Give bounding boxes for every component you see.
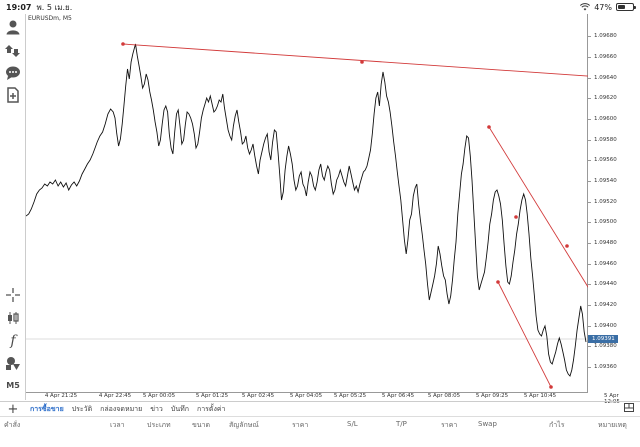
time-label: 5 Apr 01:25 [195, 393, 229, 399]
trendlines-overlay [121, 42, 588, 389]
battery-percent: 47% [594, 2, 612, 12]
price-label: 1.09480 [594, 240, 617, 246]
col-swap[interactable]: Swap [478, 420, 497, 428]
battery-icon [616, 3, 636, 11]
col-volume[interactable]: ขนาด [192, 421, 211, 429]
time-label: 5 Apr 06:45 [381, 393, 415, 399]
col-symbol[interactable]: สัญลักษณ์ [229, 421, 259, 429]
price-label: 1.09680 [594, 33, 617, 39]
price-label: 1.09580 [594, 137, 617, 143]
tab-journal[interactable]: บันทึก [170, 404, 189, 413]
price-label: 1.09400 [594, 323, 617, 329]
col-time[interactable]: เวลา [110, 421, 125, 429]
price-label: 1.09440 [594, 281, 617, 287]
col-order[interactable]: คำสั่ง [4, 421, 21, 429]
price-line [26, 43, 587, 377]
time-axis: 4 Apr 21:25 4 Apr 22:45 5 Apr 00:05 5 Ap… [26, 393, 640, 405]
price-label: 1.09560 [594, 157, 617, 163]
col-profit[interactable]: กำไร [549, 421, 565, 429]
time-label: 4 Apr 21:25 [44, 393, 78, 399]
layout-toggle-icon[interactable] [618, 403, 640, 415]
price-label: 1.09600 [594, 116, 617, 122]
price-label: 1.09640 [594, 75, 617, 81]
crosshair-icon[interactable] [4, 286, 22, 304]
price-label: 1.09420 [594, 302, 617, 308]
time-label: 5 Apr 04:05 [289, 393, 323, 399]
time-label: 5 Apr 09:25 [475, 393, 509, 399]
account-icon[interactable] [4, 18, 22, 36]
tab-history[interactable]: ประวัติ [71, 404, 93, 413]
col-type[interactable]: ประเภท [147, 421, 171, 429]
price-label: 1.09540 [594, 178, 617, 184]
time-label: 5 Apr 12:05 [604, 393, 620, 405]
timeframe-icon[interactable]: M5 [6, 380, 20, 390]
col-comment[interactable]: หมายเหตุ [598, 421, 627, 429]
price-chart[interactable]: EURUSDm, M5 [26, 14, 588, 393]
price-line-chart [26, 43, 588, 377]
wifi-icon [580, 3, 591, 11]
time-label: 5 Apr 00:05 [142, 393, 176, 399]
chart-symbol: EURUSDm, M5 [28, 15, 72, 22]
col-price-current[interactable]: ราคา [441, 421, 458, 429]
status-time: 19:07 [6, 2, 32, 12]
objects-icon[interactable] [4, 354, 22, 372]
bottom-tab-bar: + การซื้อขาย ประวัติ กล่องจดหมาย ข่าว บั… [0, 401, 640, 417]
time-label: 4 Apr 22:45 [98, 393, 132, 399]
tab-mailbox[interactable]: กล่องจดหมาย [100, 404, 143, 413]
time-label: 5 Apr 10:45 [523, 393, 557, 399]
sidebar: f M5 [0, 14, 26, 400]
add-tab-button[interactable]: + [7, 401, 19, 417]
trade-table-header: คำสั่ง เวลา ประเภท ขนาด สัญลักษณ์ ราคา S… [0, 418, 640, 432]
price-axis: 1.09680 1.09660 1.09640 1.09620 1.09600 … [588, 14, 640, 393]
col-sl[interactable]: S/L [347, 420, 358, 428]
tab-news[interactable]: ข่าว [150, 404, 163, 413]
price-label: 1.09500 [594, 219, 617, 225]
col-tp[interactable]: T/P [396, 420, 407, 428]
tab-trade[interactable]: การซื้อขาย [30, 404, 64, 413]
status-date: พ. 5 เม.ย. [36, 2, 73, 12]
time-label: 5 Apr 02:45 [241, 393, 275, 399]
price-label: 1.09520 [594, 199, 617, 205]
current-price-badge: 1.09391 [588, 335, 618, 343]
status-bar: 19:07 พ. 5 เม.ย. 47% [0, 0, 640, 14]
price-label: 1.09660 [594, 54, 617, 60]
col-price[interactable]: ราคา [292, 421, 309, 429]
trade-icon[interactable] [4, 42, 22, 60]
price-label: 1.09360 [594, 364, 617, 370]
price-label: 1.09380 [594, 343, 617, 349]
price-label: 1.09460 [594, 261, 617, 267]
chat-icon[interactable] [4, 64, 22, 82]
time-label: 5 Apr 08:05 [427, 393, 461, 399]
price-label: 1.09620 [594, 95, 617, 101]
time-label: 5 Apr 05:25 [333, 393, 367, 399]
new-order-icon[interactable] [4, 86, 22, 104]
tab-settings[interactable]: การตั้งค่า [196, 404, 226, 413]
chart-type-icon[interactable] [4, 309, 22, 327]
indicators-icon[interactable]: f [10, 333, 16, 349]
